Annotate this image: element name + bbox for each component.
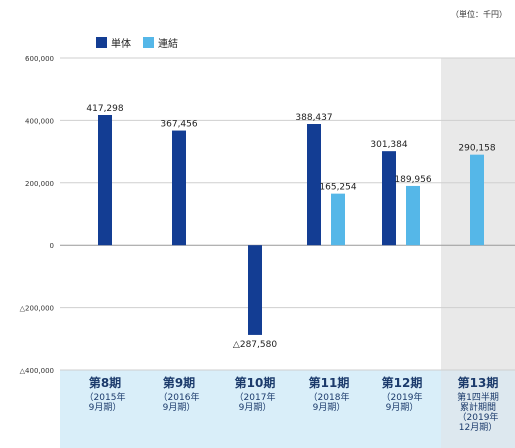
bar-consolidated [406,185,420,246]
category-main-label: 第9期 [162,376,196,390]
legend-label-single: 単体 [111,39,131,50]
bar-consolidated [331,193,345,246]
data-label-consolidated: 165,254 [319,183,356,193]
category-sub-label: 第1四半期 累計期間 （2019年 12月期） [457,393,499,433]
data-label-single: 367,456 [160,120,197,130]
legend-item-consolidated: 連結 [143,35,178,50]
category-label: 第13期第1四半期 累計期間 （2019年 12月期） [441,370,515,448]
category-main-label: 第13期 [457,376,499,390]
category-sub-label: （2017年 9月期） [234,393,276,413]
bar-consolidated [470,154,484,246]
category-label: 第10期 （2017年 9月期） [218,370,292,448]
legend-label-consolidated: 連結 [158,39,178,50]
y-tick-label: 600,000 [25,55,54,63]
bar-single [98,115,112,246]
y-tick-label: 200,000 [25,180,54,188]
y-tick-label: 0 [50,242,54,250]
category-main-label: 第10期 [234,376,276,390]
y-tick-label: △200,000 [20,305,54,313]
category-label: 第9期 （2016年 9月期） [142,370,216,448]
category-main-label: 第8期 [88,376,122,390]
data-label-single: 417,298 [86,104,123,114]
category-sub-label: （2018年 9月期） [308,393,350,413]
category-sub-label: （2015年 9月期） [84,393,126,413]
bar-single [382,151,396,246]
category-main-label: 第11期 [308,376,350,390]
bar-single [307,124,321,246]
data-label-single: 388,437 [295,113,332,123]
y-tick-label: △400,000 [20,367,54,375]
bar-single [172,130,186,246]
unit-note: （単位：千円） [451,10,507,19]
data-label-single: △287,580 [233,340,277,350]
data-label-consolidated: 189,956 [394,175,431,185]
category-band [60,370,441,448]
category-sub-label: （2019年 9月期） [381,393,423,413]
y-tick-label: 400,000 [25,117,54,125]
data-label-consolidated: 290,158 [458,144,495,154]
category-label: 第11期 （2018年 9月期） [294,370,364,448]
legend-swatch-consolidated [143,37,154,48]
category-band-highlight [441,370,515,448]
category-label: 第12期 （2019年 9月期） [366,370,438,448]
legend-swatch-single [96,37,107,48]
category-main-label: 第12期 [381,376,423,390]
category-sub-label: （2016年 9月期） [158,393,200,413]
legend-item-single: 単体 [96,35,131,50]
category-label: 第8期 （2015年 9月期） [70,370,140,448]
data-label-single: 301,384 [370,140,407,150]
legend: 単体 連結 [96,35,190,50]
bar-single [248,245,262,335]
